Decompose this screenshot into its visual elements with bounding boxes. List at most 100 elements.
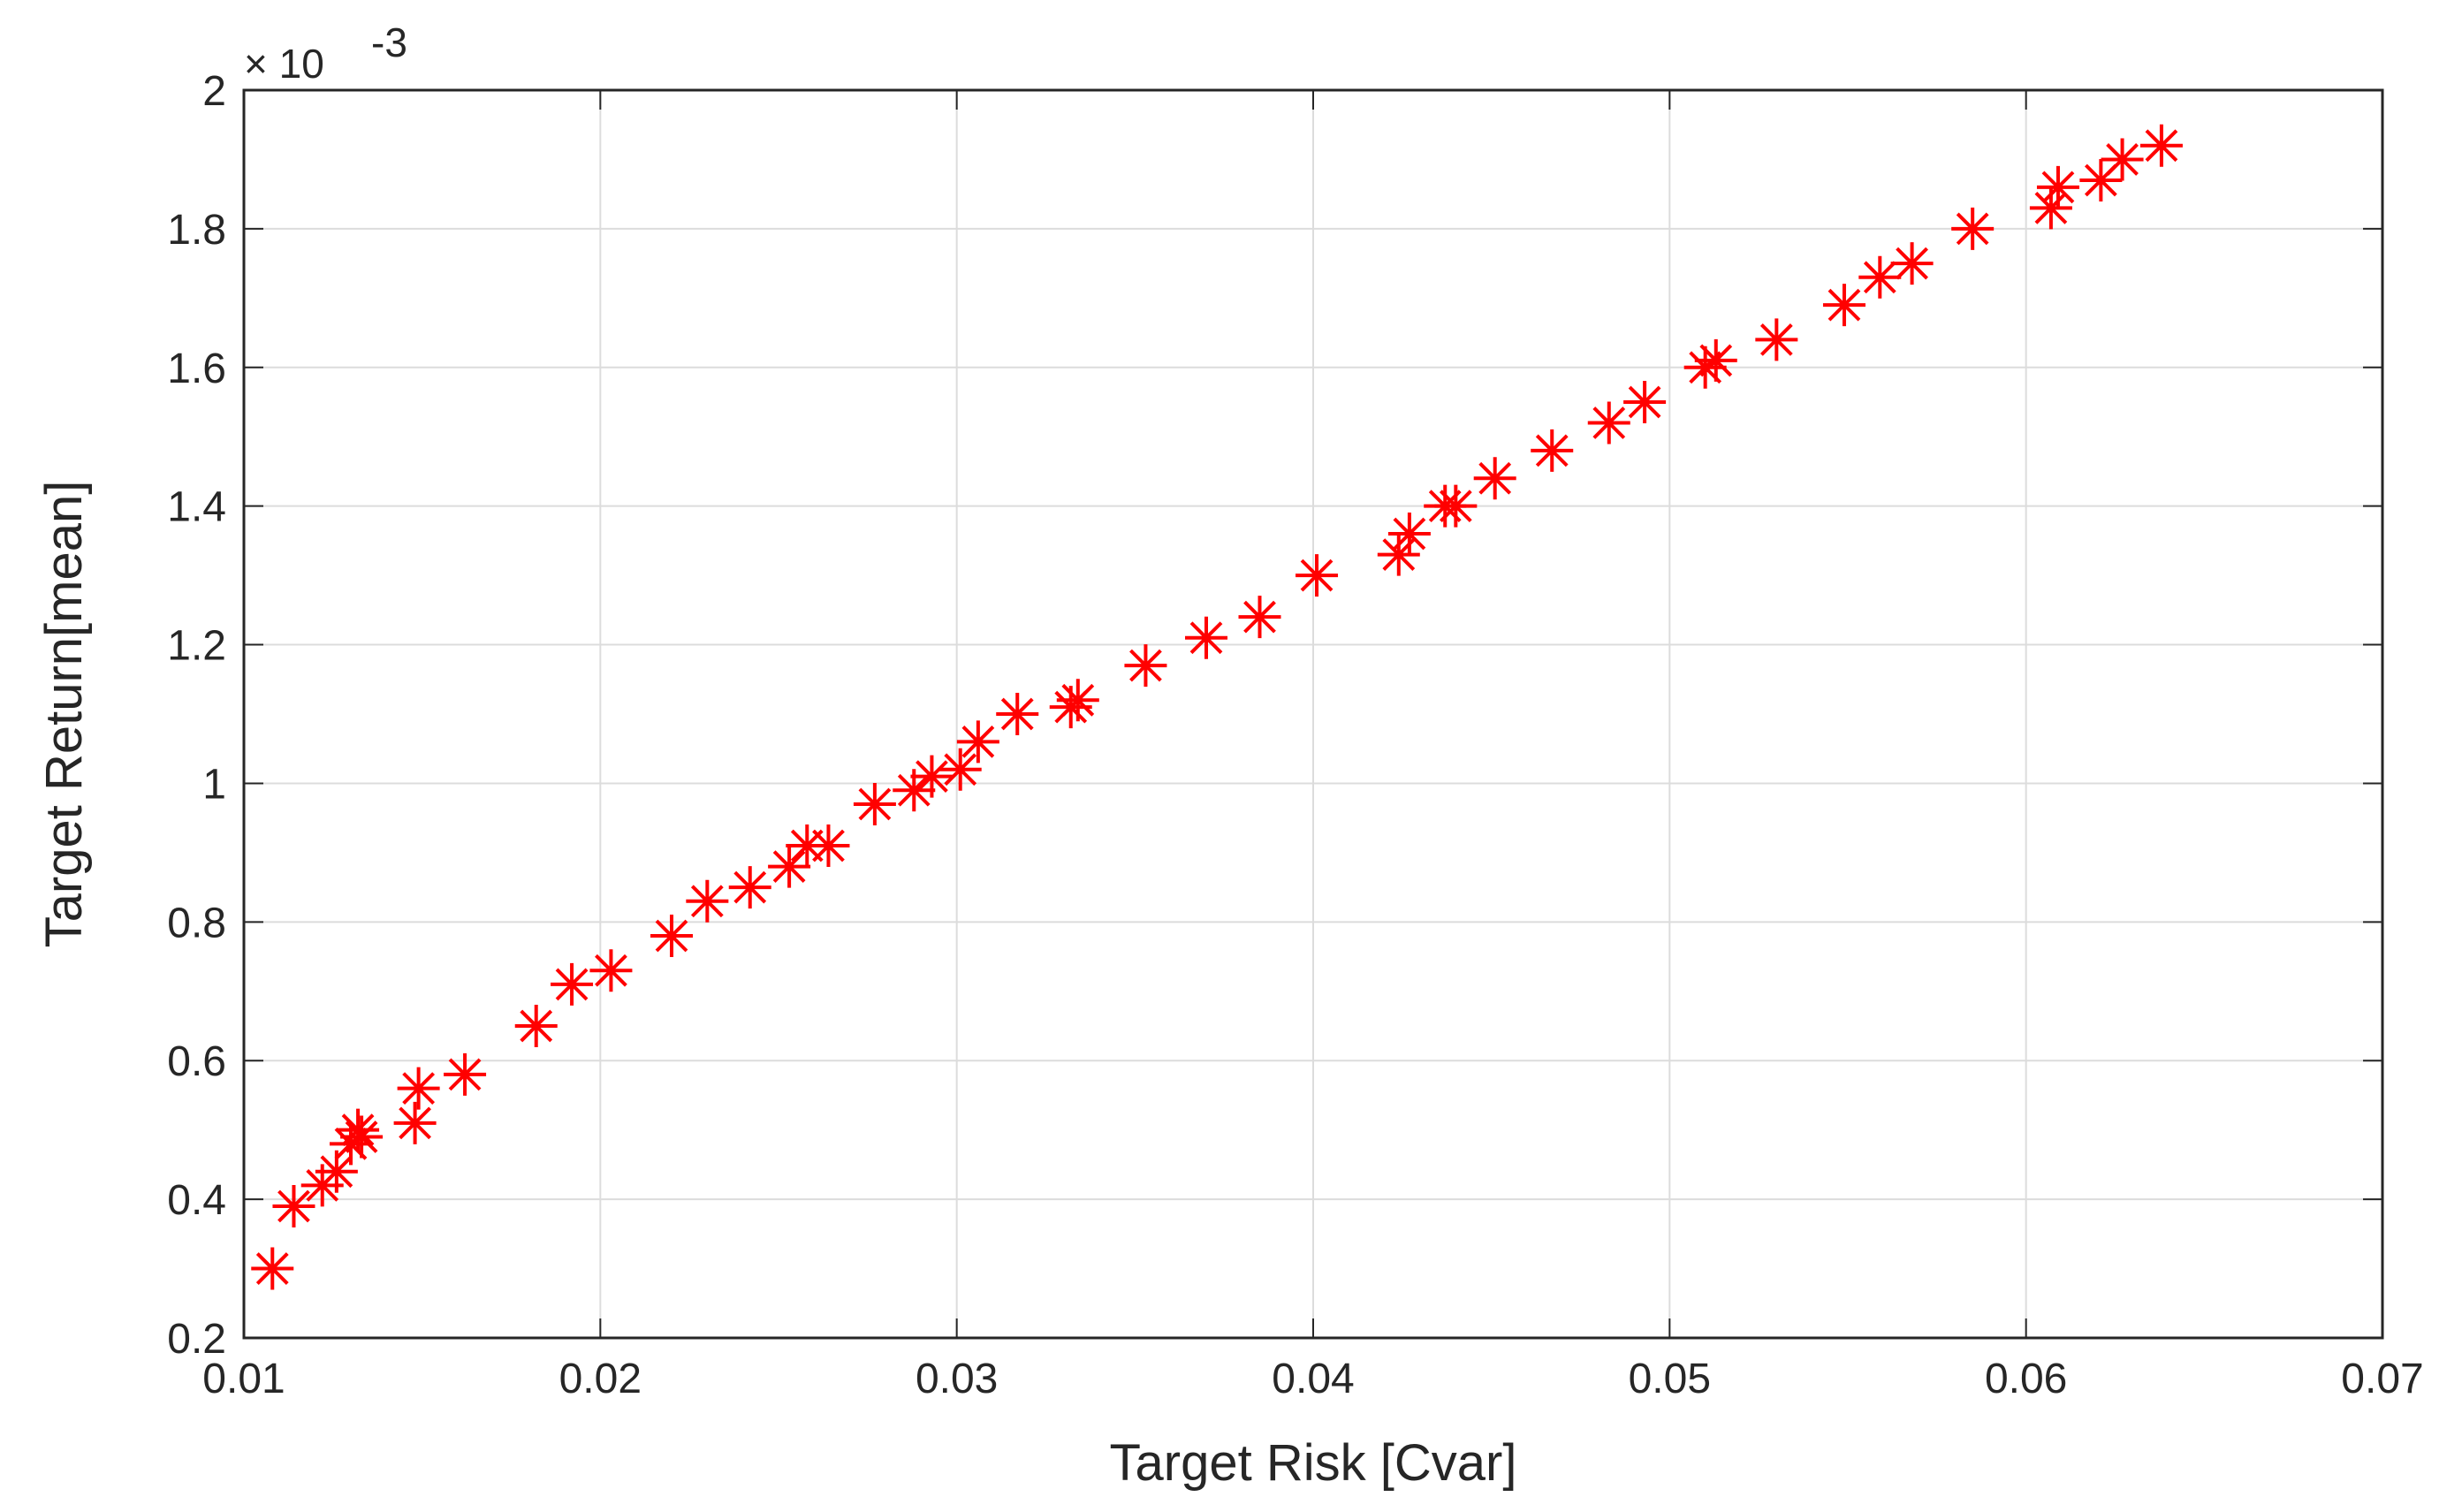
- asterisk-marker: [1185, 616, 1227, 659]
- y-tick-label: 0.6: [167, 1038, 226, 1085]
- asterisk-marker: [1387, 513, 1431, 556]
- y-multiplier-label: × 10: [244, 41, 324, 87]
- data-point: [1434, 484, 1478, 528]
- data-point: [1694, 338, 1737, 382]
- data-point: [514, 1005, 558, 1047]
- asterisk-marker: [393, 1101, 437, 1144]
- data-points: [251, 124, 2183, 1290]
- data-point: [1531, 429, 1574, 472]
- y-tick-label: 0.4: [167, 1177, 226, 1224]
- data-point: [1755, 318, 1798, 361]
- asterisk-marker: [1951, 207, 1995, 250]
- data-point: [393, 1101, 437, 1144]
- data-point: [1890, 242, 1934, 285]
- asterisk-marker: [1056, 679, 1099, 722]
- data-point: [1296, 554, 1339, 597]
- x-axis-label: Target Risk [Cvar]: [1110, 1434, 1517, 1492]
- asterisk-marker: [2036, 165, 2079, 209]
- y-tick-label: 1.8: [167, 207, 226, 254]
- asterisk-marker: [938, 748, 982, 791]
- data-point: [786, 824, 829, 868]
- asterisk-marker: [330, 1122, 372, 1166]
- data-point: [330, 1122, 372, 1166]
- data-point: [551, 962, 594, 1006]
- data-point: [1387, 513, 1431, 556]
- asterisk-marker: [514, 1005, 558, 1047]
- asterisk-marker: [893, 769, 936, 812]
- y-tick-label: 1: [202, 761, 226, 808]
- asterisk-marker: [444, 1052, 487, 1096]
- data-point: [1124, 644, 1167, 688]
- asterisk-marker: [728, 866, 771, 909]
- data-point: [589, 949, 633, 992]
- asterisk-marker: [1587, 401, 1630, 444]
- asterisk-marker: [1238, 596, 1281, 639]
- asterisk-marker: [807, 824, 850, 868]
- asterisk-marker: [956, 720, 999, 764]
- y-tick-labels: 0.2 0.4 0.6 0.8 1 1.2 1.4 1.6 1.8 2: [167, 68, 226, 1363]
- x-tick-label: 0.01: [202, 1356, 285, 1402]
- data-point: [1822, 284, 1865, 327]
- data-point: [2101, 138, 2144, 181]
- data-point: [444, 1052, 487, 1096]
- asterisk-marker: [1890, 242, 1934, 285]
- data-point: [397, 1067, 440, 1110]
- asterisk-marker: [996, 693, 1039, 735]
- asterisk-marker: [2079, 158, 2123, 201]
- data-point: [1056, 679, 1099, 722]
- data-point: [1238, 596, 1281, 639]
- asterisk-marker: [315, 1150, 358, 1193]
- data-point: [2079, 158, 2123, 201]
- x-tick-label: 0.03: [916, 1356, 998, 1402]
- asterisk-marker: [1822, 284, 1865, 327]
- y-tick-label: 1.6: [167, 346, 226, 392]
- asterisk-marker: [2139, 124, 2183, 167]
- asterisk-marker: [551, 962, 594, 1006]
- data-point: [1858, 255, 1902, 299]
- data-point: [807, 824, 850, 868]
- asterisk-marker: [1377, 533, 1420, 576]
- x-tick-label: 0.05: [1629, 1356, 1711, 1402]
- y-tick-label: 2: [202, 68, 226, 115]
- asterisk-marker: [1124, 644, 1167, 688]
- data-point: [251, 1247, 294, 1290]
- data-point: [1623, 381, 1667, 423]
- asterisk-marker: [786, 824, 829, 868]
- asterisk-marker: [1694, 338, 1737, 382]
- asterisk-marker: [272, 1184, 315, 1227]
- y-tick-label: 1.4: [167, 484, 226, 531]
- data-point: [315, 1150, 358, 1193]
- data-point: [1587, 401, 1630, 444]
- data-point: [893, 769, 936, 812]
- asterisk-marker: [2101, 138, 2144, 181]
- data-point: [340, 1115, 384, 1159]
- asterisk-marker: [2029, 186, 2072, 230]
- data-point: [1951, 207, 1995, 250]
- y-multiplier-exponent: -3: [371, 19, 407, 65]
- data-point: [1473, 457, 1516, 500]
- data-point: [272, 1184, 315, 1227]
- data-point: [910, 755, 954, 798]
- asterisk-marker: [853, 782, 896, 825]
- data-point: [1683, 346, 1727, 389]
- data-point: [853, 782, 896, 825]
- y-tick-label: 1.2: [167, 623, 226, 670]
- data-point: [938, 748, 982, 791]
- x-tick-label: 0.02: [559, 1356, 642, 1402]
- asterisk-marker: [589, 949, 633, 992]
- asterisk-marker: [910, 755, 954, 798]
- data-point: [1185, 616, 1227, 659]
- asterisk-marker: [397, 1067, 440, 1110]
- data-point: [728, 866, 771, 909]
- asterisk-marker: [686, 879, 729, 923]
- asterisk-marker: [1473, 457, 1516, 500]
- y-axis-label: Target Return[mean]: [35, 481, 93, 948]
- asterisk-marker: [340, 1115, 384, 1159]
- x-tick-labels: 0.01 0.02 0.03 0.04 0.05 0.06 0.07: [202, 1356, 2423, 1402]
- asterisk-marker: [251, 1247, 294, 1290]
- data-point: [956, 720, 999, 764]
- asterisk-marker: [1755, 318, 1798, 361]
- data-point: [2036, 165, 2079, 209]
- data-point: [1377, 533, 1420, 576]
